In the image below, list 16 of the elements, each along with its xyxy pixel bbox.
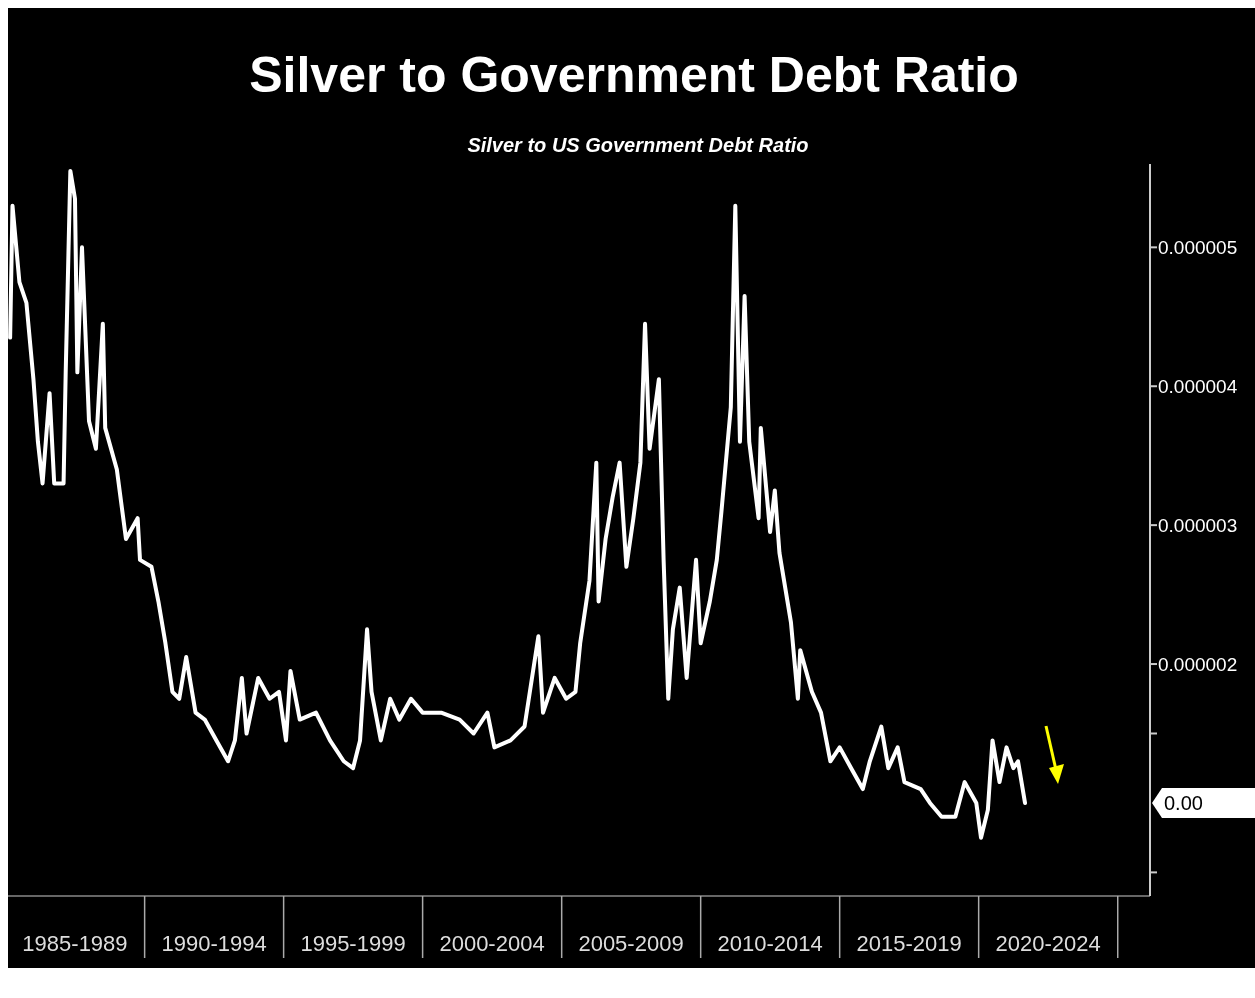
y-tick-label: 0.000004 <box>1158 375 1238 397</box>
x-tick-label: 1990-1994 <box>161 931 267 956</box>
x-tick-label: 2010-2014 <box>717 931 823 956</box>
x-tick-label: 2015-2019 <box>856 931 962 956</box>
x-tick-label: 2000-2004 <box>439 931 545 956</box>
line-series <box>8 168 1028 840</box>
chart-subtitle: Silver to US Government Debt Ratio <box>467 134 809 156</box>
y-tick-label: 0.000002 <box>1158 653 1238 675</box>
x-tick-label: 2020-2024 <box>995 931 1101 956</box>
y-tick-label: 0.000005 <box>1158 236 1238 258</box>
x-tick-label: 2005-2009 <box>578 931 684 956</box>
text: 0.00 <box>1164 791 1203 814</box>
x-tick-label: 1995-1999 <box>300 931 406 956</box>
chart-title: Silver to Government Debt Ratio <box>249 47 1019 103</box>
x-tick-label: 1985-1989 <box>22 931 128 956</box>
y-tick-label: 0.000003 <box>1158 514 1238 536</box>
